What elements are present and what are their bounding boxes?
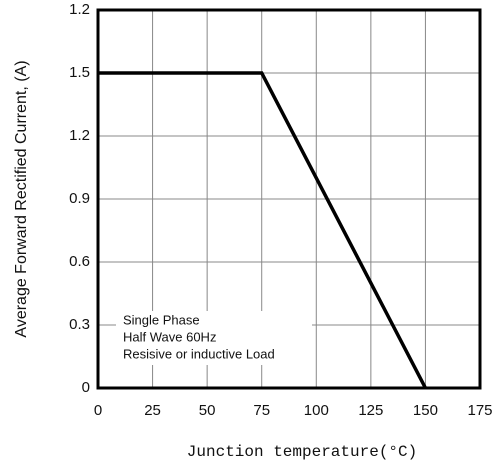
- x-axis-label: Junction temperature(°C): [187, 443, 417, 461]
- y-tick-label: 0.6: [69, 253, 90, 270]
- annotation-box: [116, 311, 312, 365]
- x-tick-label: 150: [413, 402, 438, 419]
- y-tick-label: 0: [82, 379, 90, 396]
- data-line: [98, 71, 427, 389]
- x-tick-label: 50: [199, 402, 216, 419]
- x-tick-label: 175: [467, 402, 492, 419]
- annotation: Resisive or inductive Load: [123, 346, 275, 361]
- y-tick-label: 0.9: [69, 190, 90, 207]
- y-tick-label: 1.5: [69, 64, 90, 81]
- x-tick-label: 25: [144, 402, 161, 419]
- x-tick-label: 100: [304, 402, 329, 419]
- annotation: Half Wave 60Hz: [123, 329, 216, 344]
- x-tick-label: 125: [358, 402, 383, 419]
- y-tick-label: 1.2: [69, 1, 90, 18]
- x-tick-label: 0: [94, 402, 102, 419]
- y-tick-label: 1.2: [69, 127, 90, 144]
- plot-frame: [96, 8, 482, 390]
- annotation: Single Phase: [123, 312, 200, 327]
- y-axis-label: Average Forward Rectified Current, (A): [13, 60, 30, 337]
- y-tick-label: 0.3: [69, 316, 90, 333]
- x-tick-label: 75: [253, 402, 270, 419]
